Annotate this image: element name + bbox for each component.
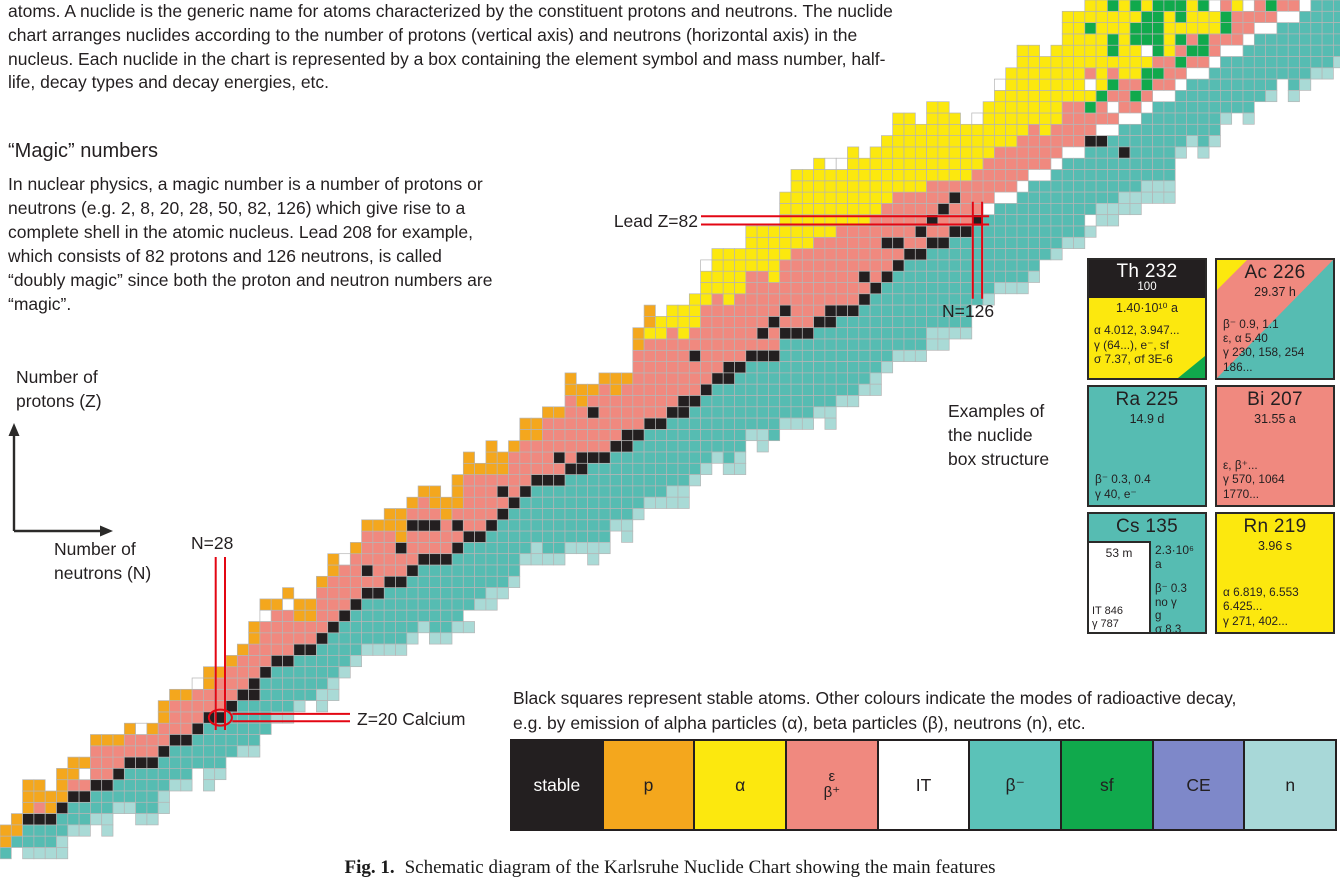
nuclide-box-header: Th 232 100	[1089, 260, 1205, 298]
half-life: 1.40·10¹⁰ a	[1116, 301, 1178, 315]
examples-label: Examples of the nuclide box structure	[948, 401, 1050, 469]
magic-numbers-paragraph: In nuclear physics, a magic number is a …	[8, 174, 493, 314]
label-n28: N=28	[191, 533, 234, 553]
label-z20-calcium: Z=20 Calcium	[357, 709, 466, 729]
half-life: 3.96 s	[1257, 539, 1293, 553]
nuclide-box-th232: Th 232 100 1.40·10¹⁰ a α 4.012, 3.947...…	[1087, 258, 1207, 380]
isomer-half-life: 53 m	[1105, 546, 1133, 560]
decay-data: β⁻ 0.3, 0.4 γ 40, e⁻	[1095, 472, 1151, 501]
decay-data: β⁻ 0.3 no γ g σ 8.3	[1155, 583, 1187, 634]
legend-item-5: β⁻	[970, 741, 1063, 829]
figure-caption: Fig. 1. Schematic diagram of the Karlsruh…	[344, 857, 996, 878]
decay-data: α 4.012, 3.947... γ (64...), e⁻, sf σ 7.…	[1094, 323, 1180, 367]
nuclide-box-ra225: Ra 225 14.9 d β⁻ 0.3, 0.4 γ 40, e⁻	[1087, 385, 1207, 507]
half-life: 14.9 d	[1129, 412, 1165, 426]
legend-item-0: stable	[512, 741, 604, 829]
legend-item-2: α	[695, 741, 788, 829]
isomer-decay-data: IT 846 γ 787	[1092, 605, 1123, 630]
nuclide-box-ac226: Ac 226 29.37 h β⁻ 0.9, 1.1 ε, α 5.40 γ 2…	[1215, 258, 1335, 380]
legend-item-8: n	[1245, 741, 1336, 829]
legend-item-7: CE	[1153, 741, 1246, 829]
legend-item-4: IT	[878, 741, 971, 829]
legend-item-1: p	[603, 741, 696, 829]
legend-note: Black squares represent stable atoms. Ot…	[513, 688, 1237, 733]
decay-data: α 6.819, 6.553 6.425... γ 271, 402...	[1223, 585, 1299, 628]
figure-number: Fig. 1.	[344, 857, 395, 878]
decay-data: ε, β⁺... γ 570, 1064 1770...	[1223, 458, 1285, 501]
legend-item-6: sf	[1062, 741, 1154, 829]
nuclide-box-bi207: Bi 207 31.55 a ε, β⁺... γ 570, 1064 1770…	[1215, 385, 1335, 507]
decay-data: β⁻ 0.9, 1.1 ε, α 5.40 γ 230, 158, 254 18…	[1223, 316, 1305, 374]
legend-item-3: ε β⁺	[787, 741, 879, 829]
half-life: 31.55 a	[1254, 412, 1296, 426]
intro-text: atoms. A nuclide is the generic name for…	[8, 1, 893, 93]
label-n126: N=126	[942, 301, 995, 321]
magic-numbers-heading: “Magic” numbers	[8, 140, 159, 162]
isomer-panel: 53 m IT 846 γ 787	[1089, 541, 1151, 632]
label-lead-z82: Lead Z=82	[613, 211, 698, 231]
sf-corner-triangle	[1178, 356, 1205, 378]
nuclide-box-rn219: Rn 219 3.96 s α 6.819, 6.553 6.425... γ …	[1215, 512, 1335, 634]
half-life: 2.3·10⁶ a	[1155, 543, 1194, 571]
half-life: 29.37 h	[1254, 285, 1296, 299]
nuclide-box-cs135: Cs 135 53 m IT 846 γ 787 2.3·10⁶ a β⁻ 0.…	[1087, 512, 1207, 634]
y-axis-label: Number of protons (Z)	[16, 367, 102, 411]
decay-mode-legend: stable p α ε β⁺ IT β⁻ sf CE n	[510, 739, 1337, 831]
x-axis-label: Number of neutrons (N)	[54, 539, 152, 583]
